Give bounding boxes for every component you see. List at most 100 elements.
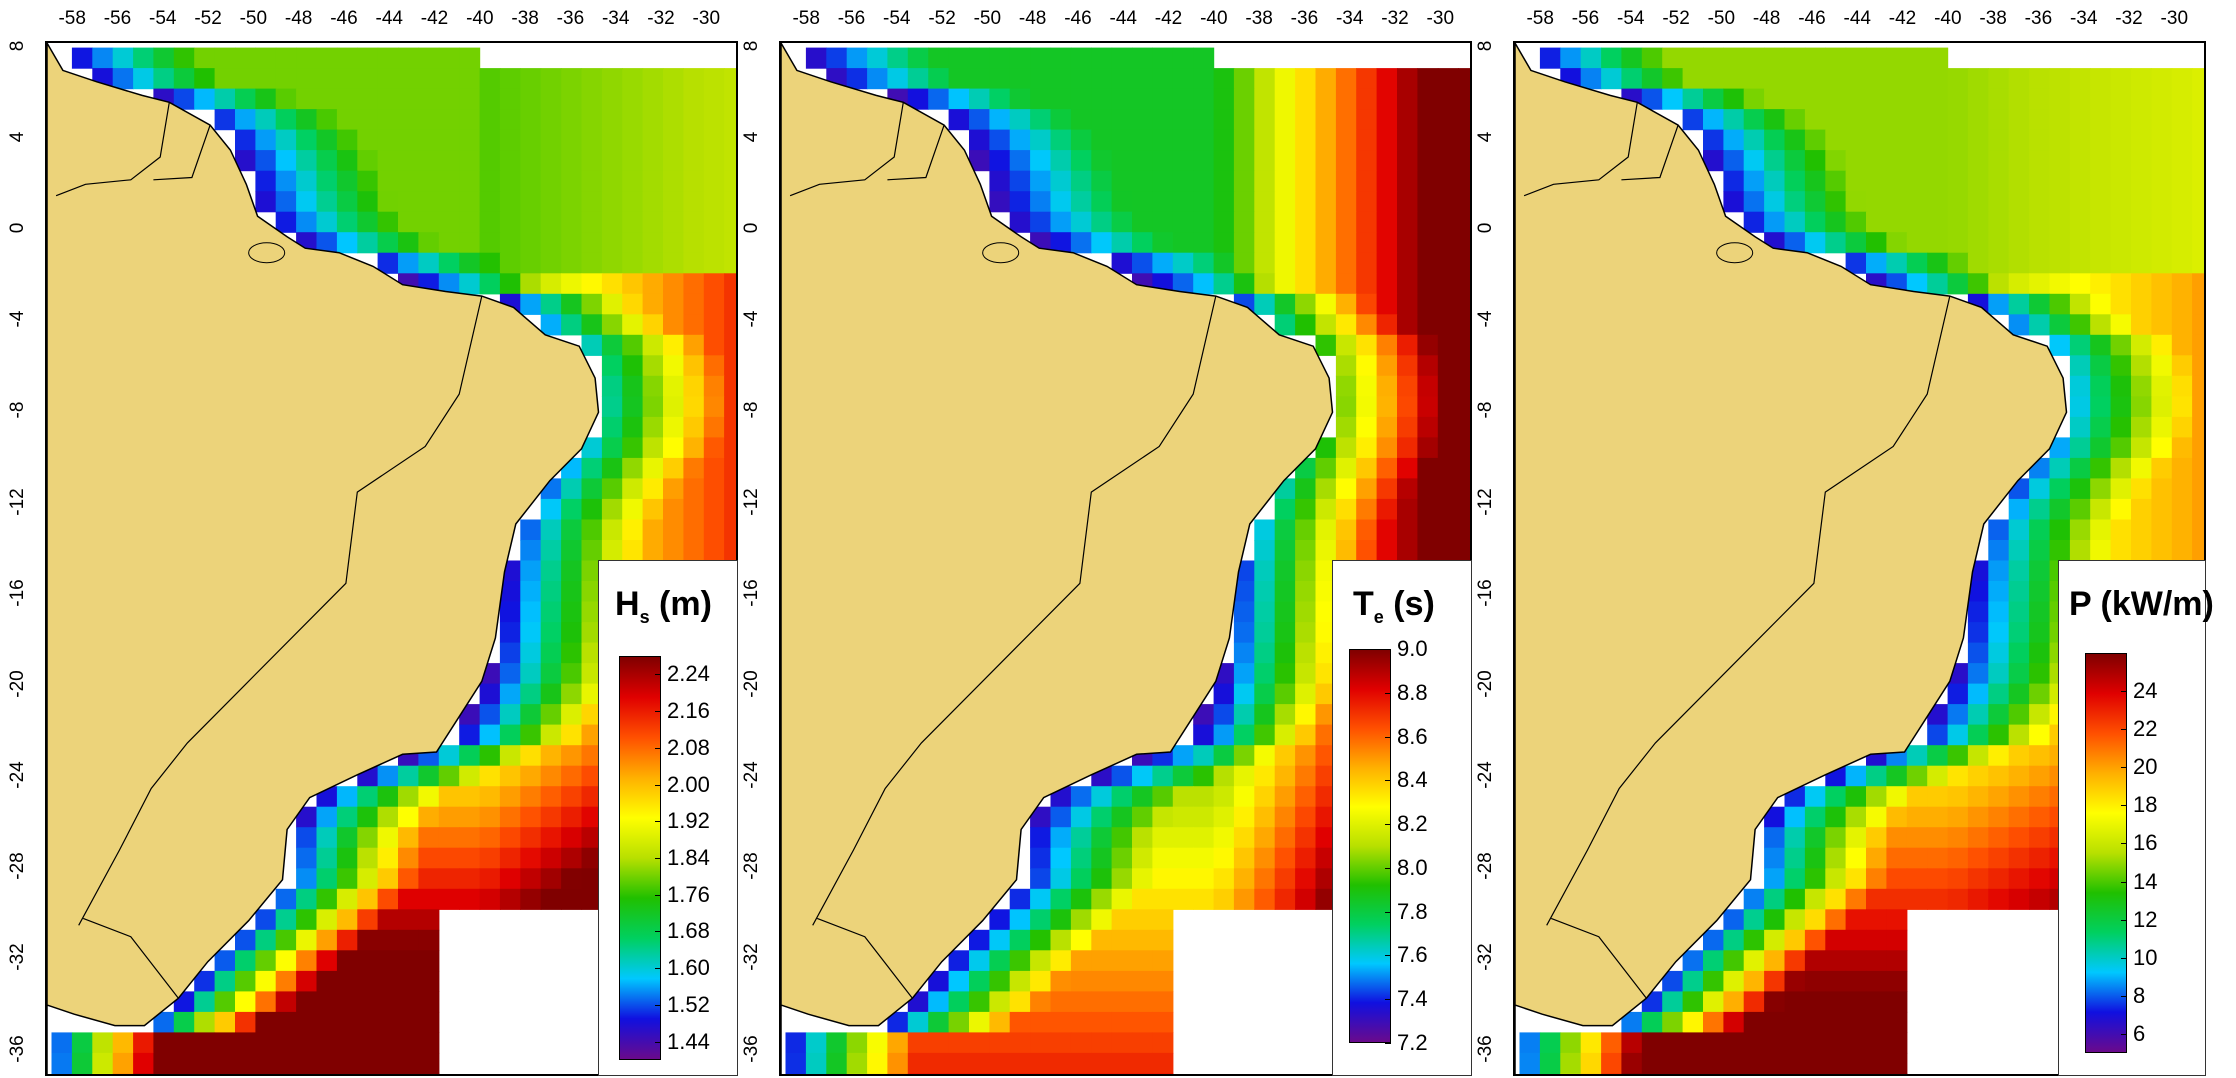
- grid-cell: [1376, 478, 1398, 500]
- grid-cell: [540, 683, 562, 705]
- grid-cell: [540, 765, 562, 787]
- grid-cell: [214, 68, 236, 90]
- grid-cell: [1988, 888, 2010, 910]
- grid-cell: [316, 827, 338, 849]
- grid-cell: [1030, 847, 1052, 869]
- grid-cell: [418, 950, 440, 972]
- grid-cell: [336, 211, 358, 233]
- grid-cell: [2008, 581, 2030, 603]
- grid-cell: [296, 109, 318, 131]
- grid-cell: [377, 929, 399, 951]
- grid-cell: [1967, 601, 1989, 623]
- grid-cell: [398, 1011, 419, 1033]
- grid-cell: [1213, 88, 1235, 110]
- grid-cell: [2029, 211, 2051, 233]
- grid-cell: [2171, 519, 2193, 541]
- y-tick-label: 8: [1475, 40, 1496, 51]
- grid-cell: [2192, 519, 2204, 541]
- grid-cell: [235, 150, 256, 172]
- grid-cell: [2069, 68, 2091, 90]
- grid-cell: [540, 786, 562, 808]
- grid-cell: [479, 170, 501, 192]
- grid-cell: [1050, 970, 1072, 992]
- grid-cell: [1764, 888, 1786, 910]
- grid-cell: [1091, 888, 1113, 910]
- grid-cell: [1397, 437, 1418, 459]
- grid-cell: [1193, 252, 1215, 274]
- grid-cell: [2090, 498, 2112, 520]
- grid-cell: [1437, 498, 1459, 520]
- grid-cell: [601, 437, 623, 459]
- grid-cell: [724, 191, 736, 213]
- grid-cell: [1335, 375, 1357, 397]
- grid-cell: [1723, 68, 1745, 90]
- grid-cell: [1804, 950, 1826, 972]
- grid-cell: [1356, 211, 1378, 233]
- grid-cell: [826, 1052, 848, 1074]
- colorbar-label: 1.92: [667, 808, 710, 834]
- grid-cell: [540, 273, 562, 295]
- grid-cell: [1070, 868, 1092, 890]
- grid-cell: [275, 68, 297, 90]
- grid-cell: [438, 765, 460, 787]
- grid-cell: [1784, 211, 1806, 233]
- x-tick-label: -54: [883, 8, 911, 29]
- grid-cell: [1845, 950, 1867, 972]
- grid-cell: [1030, 150, 1052, 172]
- grid-cell: [1804, 868, 1826, 890]
- grid-cell: [235, 950, 256, 972]
- grid-cell: [1703, 1011, 1724, 1033]
- grid-cell: [622, 129, 644, 151]
- grid-cell: [1376, 211, 1398, 233]
- grid-cell: [418, 888, 440, 910]
- grid-cell: [1906, 888, 1928, 910]
- grid-cell: [336, 1011, 358, 1033]
- grid-cell: [540, 622, 562, 644]
- grid-cell: [398, 827, 419, 849]
- grid-cell: [1356, 191, 1378, 213]
- grid-cell: [2110, 68, 2132, 90]
- grid-cell: [642, 68, 664, 90]
- grid-cell: [683, 88, 705, 110]
- grid-cell: [1030, 909, 1052, 931]
- grid-cell: [581, 191, 603, 213]
- grid-cell: [1866, 252, 1887, 274]
- grid-cell: [1315, 540, 1337, 562]
- grid-cell: [1927, 129, 1949, 151]
- grid-cell: [642, 396, 664, 418]
- grid-cell: [1172, 232, 1194, 254]
- grid-cell: [438, 68, 460, 90]
- x-tick-label: -56: [103, 8, 132, 29]
- grid-cell: [2131, 498, 2152, 520]
- grid-cell: [1662, 991, 1684, 1013]
- grid-cell: [275, 909, 297, 931]
- grid-cell: [1397, 88, 1418, 110]
- grid-cell: [2131, 540, 2152, 562]
- grid-cell: [1172, 745, 1194, 767]
- y-tick-label: 0: [7, 222, 28, 234]
- grid-cell: [1376, 170, 1398, 192]
- grid-cell: [255, 970, 277, 992]
- grid-cell: [459, 68, 481, 90]
- grid-cell: [296, 888, 318, 910]
- grid-cell: [1804, 47, 1826, 69]
- grid-cell: [642, 375, 664, 397]
- grid-cell: [2192, 355, 2204, 377]
- grid-cell: [622, 498, 644, 520]
- grid-cell: [1233, 211, 1255, 233]
- grid-cell: [1315, 68, 1337, 90]
- grid-cell: [2151, 232, 2173, 254]
- grid-cell: [2049, 68, 2071, 90]
- grid-cell: [622, 375, 644, 397]
- grid-cell: [1295, 68, 1317, 90]
- grid-cell: [1988, 663, 2010, 685]
- grid-cell: [581, 293, 603, 315]
- grid-cell: [479, 765, 501, 787]
- grid-cell: [1682, 47, 1704, 69]
- grid-cell: [2029, 273, 2051, 295]
- grid-cell: [1295, 478, 1317, 500]
- grid-cell: [2131, 457, 2152, 479]
- grid-cell: [2090, 211, 2112, 233]
- grid-cell: [1315, 683, 1337, 705]
- grid-cell: [418, 252, 440, 274]
